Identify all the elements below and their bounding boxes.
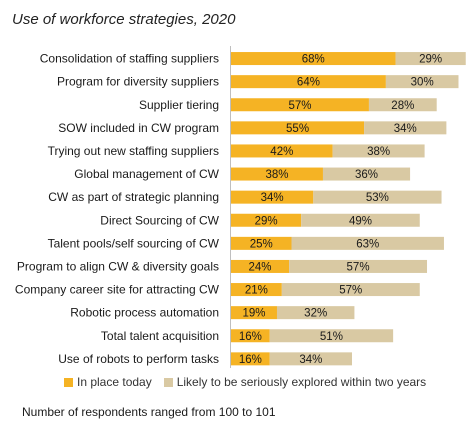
bar-in-place-today (231, 98, 369, 112)
bar-in-place-today (231, 144, 333, 158)
data-label: 34% (299, 354, 322, 366)
legend-label-likely-explored: Likely to be seriously explored within t… (176, 375, 427, 389)
bar-in-place-today (231, 167, 323, 181)
category-label: Robotic process automation (70, 306, 219, 320)
data-label: 29% (419, 54, 442, 66)
chart-title: Use of workforce strategies, 2020 (12, 11, 236, 28)
bar-in-place-today (231, 52, 396, 66)
bar-likely-explored (364, 121, 447, 135)
data-label: 57% (288, 100, 311, 112)
data-label: 16% (239, 354, 262, 366)
bar-likely-explored (291, 236, 444, 250)
category-label: SOW included in CW program (58, 121, 219, 135)
legend-item-in-place: In place today (64, 375, 152, 389)
category-label: CW as part of strategic planning (48, 190, 219, 204)
data-label: 24% (249, 261, 272, 273)
bar-in-place-today (231, 306, 277, 320)
data-label: 16% (239, 331, 262, 343)
bar-likely-explored (368, 98, 437, 112)
data-label: 19% (242, 308, 265, 320)
bar-in-place-today (231, 283, 282, 297)
bars-group: Consolidation of staffing suppliers 68% 29… (15, 52, 466, 366)
data-label: 68% (302, 54, 325, 66)
data-label: 36% (355, 169, 378, 181)
category-label: Trying out new staffing suppliers (48, 144, 219, 158)
bar-in-place-today (231, 352, 270, 366)
category-label: Consolidation of staffing suppliers (40, 52, 219, 66)
legend-swatch-in-place (64, 377, 73, 387)
data-label: 57% (347, 261, 370, 273)
bar-likely-explored (395, 52, 466, 66)
legend-label-in-place: In place today (77, 375, 152, 389)
respondents-note: Number of respondents ranged from 100 to… (22, 405, 276, 419)
data-label: 34% (394, 123, 417, 135)
data-label: 38% (367, 146, 390, 158)
data-label: 21% (245, 285, 268, 297)
data-label: 57% (339, 285, 362, 297)
category-label: Direct Sourcing of CW (100, 213, 219, 227)
data-label: 32% (304, 308, 327, 320)
data-label: 53% (366, 192, 389, 204)
data-label: 25% (250, 238, 273, 250)
bar-likely-explored (289, 259, 428, 273)
bar-in-place-today (231, 329, 270, 343)
data-label: 49% (349, 215, 372, 227)
data-label: 64% (297, 77, 320, 89)
legend: In place today Likely to be seriously ex… (64, 375, 426, 389)
bar-likely-explored (281, 283, 420, 297)
bar-likely-explored (313, 190, 442, 204)
data-label: 38% (265, 169, 288, 181)
data-label: 51% (320, 331, 343, 343)
category-label: Program for diversity suppliers (57, 75, 219, 89)
category-label: Supplier tiering (139, 98, 219, 112)
category-label: Talent pools/self sourcing of CW (48, 236, 220, 250)
category-label: Global management of CW (74, 167, 219, 181)
bar-likely-explored (269, 352, 352, 366)
bar-likely-explored (322, 167, 411, 181)
bar-in-place-today (231, 190, 314, 204)
bar-in-place-today (231, 213, 302, 227)
bar-in-place-today (231, 259, 290, 273)
data-label: 55% (286, 123, 309, 135)
stacked-bar-chart: Consolidation of staffing suppliers 68% 29… (15, 46, 466, 368)
data-label: 42% (270, 146, 293, 158)
bar-in-place-today (231, 121, 365, 135)
data-label: 28% (391, 100, 414, 112)
category-label: Program to align CW & diversity goals (17, 259, 219, 273)
legend-swatch-likely-explored (163, 377, 173, 387)
bar-likely-explored (269, 329, 394, 343)
data-label: 63% (356, 238, 379, 250)
data-label: 30% (411, 77, 434, 89)
data-label: 29% (255, 215, 278, 227)
bar-likely-explored (332, 144, 425, 158)
bar-likely-explored (276, 306, 355, 320)
category-label: Use of robots to perform tasks (58, 352, 219, 366)
bar-in-place-today (231, 236, 292, 250)
legend-item-likely-explored: Likely to be seriously explored within t… (163, 375, 427, 389)
bar-likely-explored (301, 213, 420, 227)
bar-likely-explored (385, 75, 459, 89)
bar-in-place-today (231, 75, 386, 89)
category-label: Company career site for attracting CW (15, 283, 220, 297)
category-label: Total talent acquisition (101, 329, 219, 343)
data-label: 34% (261, 192, 284, 204)
